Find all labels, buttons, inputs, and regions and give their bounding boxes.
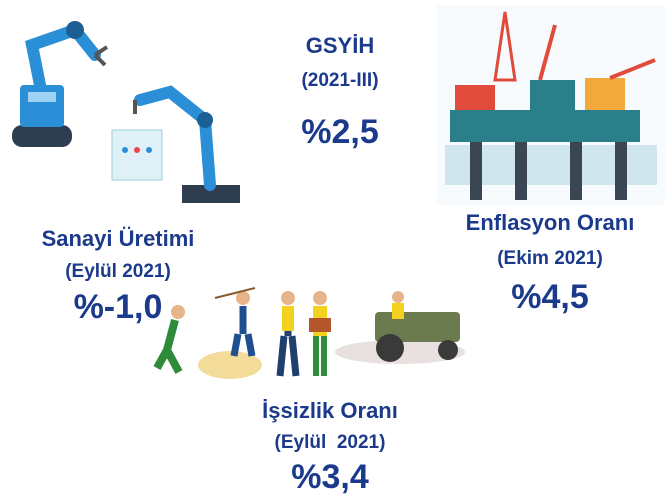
industry-block: Sanayi Üretimi (Eylül 2021) %-1,0 [42, 226, 195, 326]
unemployment-block: İşsizlik Oranı (Eylül 2021) %3,4 [262, 398, 398, 496]
inflation-block: Enflasyon Oranı (Ekim 2021) %4,5 [466, 210, 635, 316]
indicator-period: (2021-III) [301, 70, 378, 91]
indicator-period: (Eylül 2021) [275, 432, 386, 453]
indicator-period: (Eylül 2021) [65, 261, 171, 282]
indicator-title: Enflasyon Oranı [466, 210, 635, 235]
indicator-value: %3,4 [291, 458, 369, 496]
indicator-period: (Ekim 2021) [497, 248, 603, 269]
indicator-title: İşsizlik Oranı [262, 398, 398, 423]
indicator-value: %-1,0 [74, 288, 163, 326]
indicator-title: Sanayi Üretimi [42, 226, 195, 251]
robot-illustration [12, 21, 240, 203]
oil-rig-illustration [437, 5, 665, 205]
workers-illustration [153, 287, 465, 379]
indicator-value: %4,5 [511, 278, 589, 316]
indicator-value: %2,5 [301, 113, 379, 151]
gdp-block: GSYİH (2021-III) %2,5 [301, 33, 379, 151]
indicator-title: GSYİH [306, 33, 374, 58]
